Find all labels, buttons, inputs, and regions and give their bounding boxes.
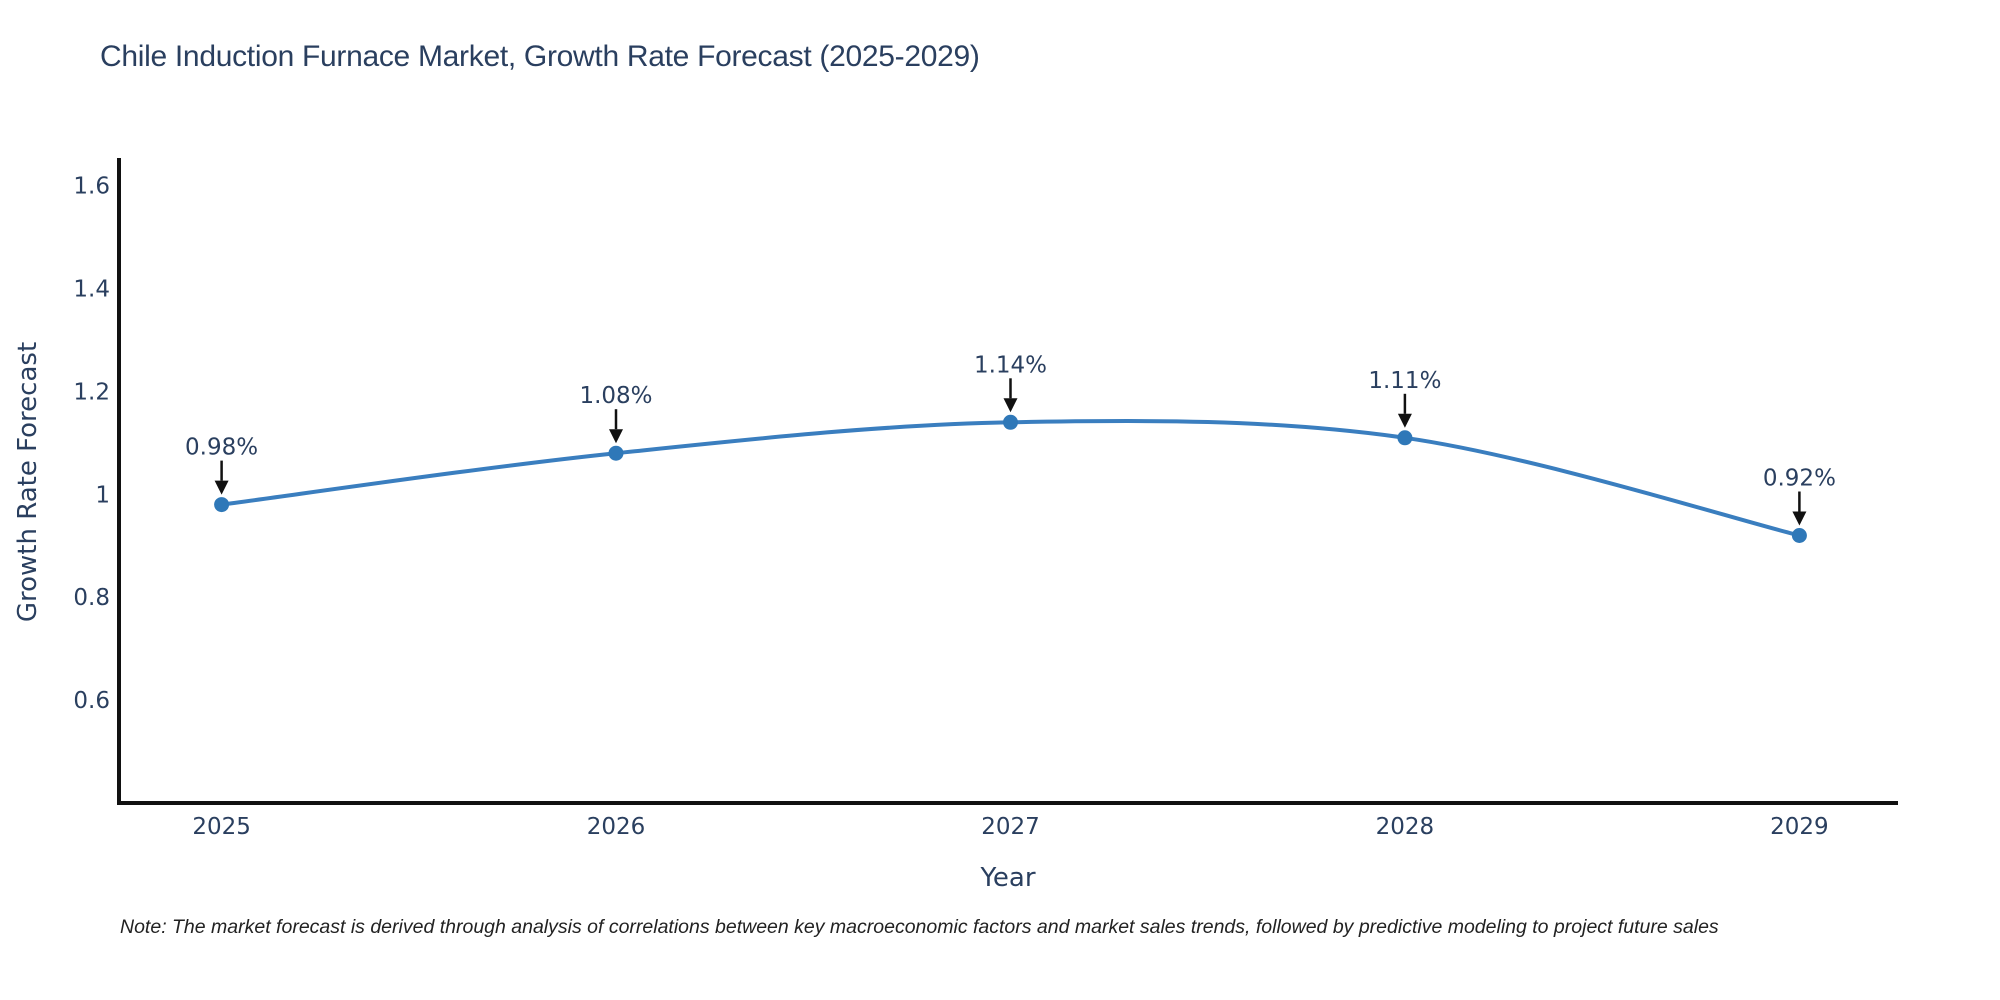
data-point-marker[interactable] — [1003, 414, 1018, 430]
x-tick-label: 2026 — [587, 814, 646, 840]
x-tick-label: 2028 — [1376, 814, 1435, 840]
y-tick-label: 1.2 — [73, 380, 110, 406]
annotation-arrowhead-icon — [214, 480, 229, 495]
line-series — [219, 418, 1802, 538]
annotation-arrowhead-icon — [1792, 511, 1807, 526]
data-point-marker[interactable] — [214, 497, 230, 513]
annotation-arrowhead-icon — [609, 429, 623, 444]
annotation-arrowhead-icon — [1003, 398, 1018, 413]
y-tick-label: 0.6 — [73, 688, 110, 714]
x-tick-label: 2025 — [192, 814, 251, 840]
data-point-marker[interactable] — [608, 445, 624, 461]
y-axis-title: Growth Rate Forecast — [13, 342, 43, 622]
x-axis-title: Year — [979, 863, 1035, 893]
point-annotation: 1.14% — [974, 352, 1047, 378]
point-annotation: 1.11% — [1368, 368, 1441, 394]
y-tick-label: 1 — [95, 482, 110, 508]
x-tick-label: 2029 — [1770, 814, 1829, 840]
annotation-arrowhead-icon — [1397, 413, 1412, 428]
y-tick-label: 1.4 — [73, 277, 110, 303]
x-tick-label: 2027 — [981, 814, 1040, 840]
point-annotation: 0.98% — [185, 435, 258, 461]
y-tick-label: 1.6 — [73, 174, 110, 200]
footnote: Note: The market forecast is derived thr… — [120, 916, 1719, 938]
y-tick-label: 0.8 — [73, 585, 110, 611]
chart-title: Chile Induction Furnace Market, Growth R… — [100, 40, 980, 73]
point-annotation: 0.92% — [1763, 466, 1836, 492]
point-annotation: 1.08% — [579, 383, 652, 409]
data-point-marker[interactable] — [1791, 528, 1807, 543]
data-point-marker[interactable] — [1397, 430, 1413, 446]
